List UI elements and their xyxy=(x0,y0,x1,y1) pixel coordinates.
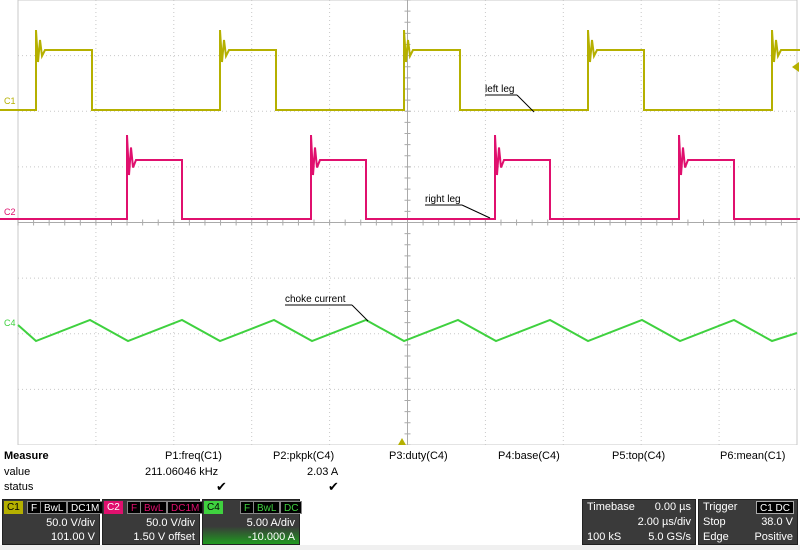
coupling-flag: DC xyxy=(280,501,303,514)
channel-c1-offset: 101.00 V xyxy=(50,531,95,543)
annotation-right-leg-text: right leg xyxy=(425,194,461,205)
channel-c2-scale: 50.0 V/div xyxy=(146,517,195,529)
trigger-descriptor[interactable]: Trigger C1 DC Stop 38.0 V Edge Positive xyxy=(698,499,798,545)
channel-c4-header: C4 F BwL DC xyxy=(203,500,303,515)
status-check-icon: ✔ xyxy=(216,479,227,494)
timebase-descriptor[interactable]: Timebase 0.00 µs 2.00 µs/div 100 kS 5.0 … xyxy=(582,499,696,545)
measure-header-row: Measure P1:freq(C1) P2:pkpk(C4) P3:duty(… xyxy=(0,450,800,466)
measure-status-label: status xyxy=(4,481,34,493)
annotation-choke-current: choke current xyxy=(285,294,369,322)
bottom-strip xyxy=(0,545,800,550)
measure-header: Measure xyxy=(4,450,49,462)
measure-param-3[interactable]: P3:duty(C4) xyxy=(389,450,448,462)
measure-value-2: 2.03 A xyxy=(307,466,339,478)
trigger-label: Trigger xyxy=(703,501,738,513)
annotation-left-leg: left leg xyxy=(485,84,535,113)
channel-c4-descriptor[interactable]: C4 F BwL DC 5.00 A/div -10.000 A xyxy=(202,499,303,545)
status-check-icon: ✔ xyxy=(328,479,339,494)
trigger-level: 38.0 V xyxy=(761,516,793,528)
channel-c1-header: C1 F BwL DC1M xyxy=(3,500,104,515)
bandwidth-limit-flag: BwL xyxy=(140,501,168,514)
timebase-label: Timebase xyxy=(587,501,635,513)
timebase-rate: 5.0 GS/s xyxy=(648,531,691,543)
trigger-slope: Positive xyxy=(754,531,793,543)
channel-markers: C1 C2 C4 xyxy=(4,62,799,445)
c4-marker-label: C4 xyxy=(4,318,16,328)
measure-value-row: value 211.06046 kHz 2.03 A xyxy=(0,466,800,482)
channel-c2-header: C2 F BwL DC1M xyxy=(103,500,204,515)
filter-flag: F xyxy=(27,501,42,514)
center-axes xyxy=(17,0,797,445)
channel-c2-descriptor[interactable]: C2 F BwL DC1M 50.0 V/div 1.50 V offset xyxy=(102,499,204,545)
timebase-delay: 0.00 µs xyxy=(654,501,691,513)
channel-c2-tag: C2 xyxy=(104,501,123,514)
filter-flag: F xyxy=(127,501,142,514)
timebase-samples: 100 kS xyxy=(587,531,622,543)
trace-c4 xyxy=(17,318,798,343)
measure-param-2[interactable]: P2:pkpk(C4) xyxy=(273,450,335,462)
measure-value-1: 211.06046 kHz xyxy=(145,466,219,478)
channel-c1-tag: C1 xyxy=(4,501,23,514)
bandwidth-limit-flag: BwL xyxy=(253,501,281,514)
trigger-level-marker[interactable] xyxy=(792,62,799,72)
trace-c2 xyxy=(0,134,800,220)
measure-value-label: value xyxy=(4,466,31,478)
c2-marker-label: C2 xyxy=(4,207,16,217)
trigger-mode: Stop xyxy=(703,516,726,528)
trigger-type: Edge xyxy=(703,531,729,543)
measure-status-row: status ✔ ✔ xyxy=(0,479,800,497)
measure-param-6[interactable]: P6:mean(C1) xyxy=(720,450,786,462)
measure-param-1[interactable]: P1:freq(C1) xyxy=(165,450,222,462)
coupling-flag: DC1M xyxy=(167,501,204,514)
trace-c1 xyxy=(0,29,800,111)
annotation-right-leg: right leg xyxy=(425,194,491,219)
measure-table: Measure P1:freq(C1) P2:pkpk(C4) P3:duty(… xyxy=(0,448,800,498)
timebase-per-div: 2.00 µs/div xyxy=(637,516,691,528)
trigger-position-marker[interactable] xyxy=(398,438,406,445)
channel-c4-scale: 5.00 A/div xyxy=(246,517,295,529)
c1-marker-label: C1 xyxy=(4,96,16,106)
annotation-left-leg-text: left leg xyxy=(485,84,514,95)
channel-c2-offset: 1.50 V offset xyxy=(133,531,195,543)
channel-c4-tag: C4 xyxy=(204,501,223,514)
trigger-source-tag: C1 DC xyxy=(755,501,794,514)
filter-flag: F xyxy=(240,501,255,514)
annotation-choke-current-text: choke current xyxy=(285,294,346,305)
bandwidth-limit-flag: BwL xyxy=(40,501,68,514)
measure-param-4[interactable]: P4:base(C4) xyxy=(498,450,560,462)
waveform-display[interactable]: C1 C2 C4 left leg right leg choke curren… xyxy=(0,0,800,445)
channel-c4-offset: -10.000 A xyxy=(247,531,295,543)
measure-param-5[interactable]: P5:top(C4) xyxy=(612,450,666,462)
channel-c1-descriptor[interactable]: C1 F BwL DC1M 50.0 V/div 101.00 V xyxy=(2,499,104,545)
channel-c1-scale: 50.0 V/div xyxy=(46,517,95,529)
coupling-flag: DC1M xyxy=(67,501,104,514)
